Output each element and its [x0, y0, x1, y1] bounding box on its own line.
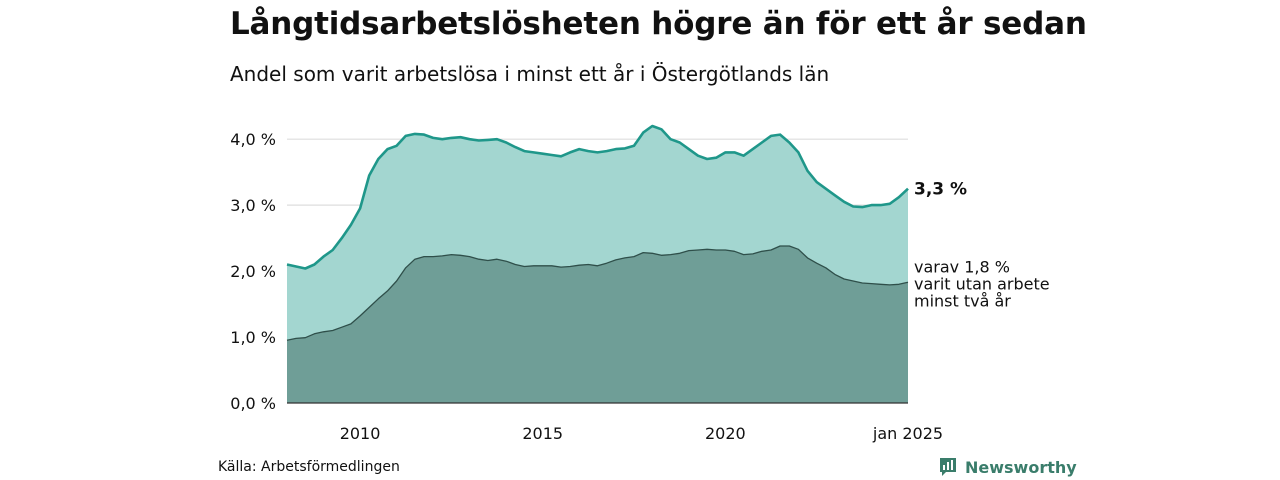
series-lower-line — [286, 245, 909, 341]
y-tick-label: 4,0 % — [230, 130, 276, 149]
x-tick-label: 2010 — [340, 424, 381, 443]
y-tick-label: 1,0 % — [230, 328, 276, 347]
series-lower-end-label: varav 1,8 % — [914, 257, 1010, 276]
y-tick-label: 2,0 % — [230, 262, 276, 281]
x-tick-label: jan 2025 — [872, 424, 943, 443]
series-upper-end-label: 3,3 % — [914, 180, 967, 200]
series-lower-area — [287, 246, 908, 403]
x-tick-label: 2020 — [705, 424, 746, 443]
newsworthy-logo[interactable]: Newsworthy — [938, 456, 1077, 478]
chart-subtitle: Andel som varit arbetslösa i minst ett å… — [230, 62, 830, 86]
source-note: Källa: Arbetsförmedlingen — [218, 459, 400, 475]
x-tick-labels: 2010 2015 2020 jan 2025 — [340, 424, 943, 443]
y-tick-label: 0,0 % — [230, 394, 276, 413]
chart-bars-icon — [940, 458, 956, 476]
brand-name: Newsworthy — [965, 457, 1077, 477]
series-lower-end-label: minst två år — [914, 291, 1011, 310]
x-tick-label: 2015 — [522, 424, 563, 443]
y-tick-labels: 0,0 % 1,0 % 2,0 % 3,0 % 4,0 % — [230, 130, 276, 413]
chart-title: Långtidsarbetslösheten högre än för ett … — [230, 6, 1087, 42]
series-upper-line — [286, 124, 909, 270]
y-tick-label: 3,0 % — [230, 196, 276, 215]
series-lower-end-label: varit utan arbete — [914, 274, 1050, 293]
